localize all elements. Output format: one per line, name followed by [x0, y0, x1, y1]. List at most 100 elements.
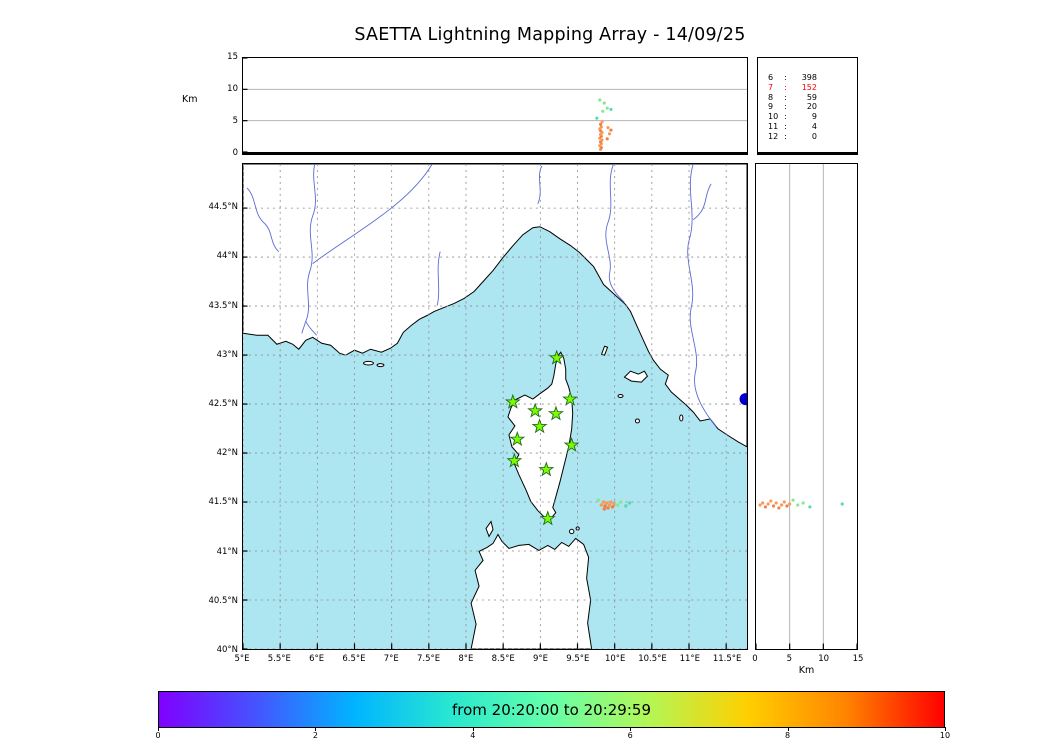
lon-tick-label: 6.5°E: [342, 654, 366, 664]
station-count-scolon: :: [784, 92, 787, 102]
station-count-scount: 152: [801, 82, 817, 92]
lon-tick-label: 11.5°E: [712, 654, 742, 664]
colorbar-tick-label: 10: [939, 731, 951, 740]
lightning-source-point: [609, 128, 613, 132]
station-count-row: 7: 152: [768, 83, 857, 93]
lightning-source-point: [801, 501, 805, 505]
lon-tick-label: 11°E: [679, 654, 700, 664]
station-count-scount: 20: [806, 102, 817, 112]
altitude-tick-label: 0: [752, 654, 758, 664]
lat-tick-label: 42.5°N: [208, 399, 238, 410]
river-var: [436, 251, 441, 306]
giglio-island: [679, 414, 684, 422]
station-count-scolon: :: [784, 73, 787, 82]
corsica-landmass: [507, 351, 574, 520]
altitude-axis-label-right: Km: [798, 665, 815, 676]
station-count-row: 6: 398: [768, 73, 857, 83]
lightning-source-point: [808, 505, 812, 509]
lightning-source-point: [618, 500, 623, 504]
lightning-source-point: [601, 109, 605, 113]
lightning-source-point: [761, 501, 765, 505]
altitude-latitude-plot: [756, 164, 857, 649]
lightning-source-point: [601, 500, 606, 504]
colorbar-tick-mark: [472, 727, 474, 731]
lightning-source-point: [758, 503, 762, 507]
colorbar-tick-label: 0: [155, 731, 161, 740]
colorbar-tick-label: 4: [470, 731, 476, 740]
river-serchio: [537, 165, 543, 205]
lightning-source-point: [615, 503, 620, 507]
river-tiber: [687, 164, 717, 428]
lon-tick-label: 6°E: [309, 654, 325, 664]
lightning-source-point: [602, 101, 606, 105]
station-count-sid: 12: [768, 131, 779, 141]
pianosa-island: [617, 394, 624, 399]
colorbar-tick-mark: [315, 727, 317, 731]
france-italy-landmass: [243, 164, 747, 448]
elba-island: [623, 370, 649, 383]
hyeres-island-2: [376, 363, 385, 368]
lightning-source-point: [612, 502, 616, 506]
lightning-source-point: [598, 122, 603, 126]
station-star: [538, 461, 555, 477]
lightning-source-point: [788, 502, 792, 506]
altitude-tick-label: 5: [786, 654, 793, 664]
colorbar-tick-label: 2: [312, 731, 318, 740]
station-count-scount: 9: [811, 112, 817, 122]
station-count-scount: 4: [811, 121, 817, 131]
station-count-scount: 59: [806, 92, 817, 102]
lightning-source-point: [774, 501, 778, 505]
lat-tick-label: 43.5°N: [208, 300, 238, 311]
asinara-island: [485, 520, 494, 538]
lightning-source-point: [599, 503, 603, 507]
station-count-scolon: :: [784, 82, 787, 92]
station-star: [563, 436, 580, 452]
altitude-longitude-plot: [243, 58, 747, 152]
station-count-sid: 7: [768, 82, 774, 92]
lightning-source-point: [604, 501, 609, 505]
rivers: [246, 164, 717, 428]
lon-tick-label: 5°E: [234, 654, 250, 664]
river-tiber-branch: [692, 183, 712, 221]
lightning-source-point: [607, 503, 612, 507]
station-count-sid: 9: [768, 102, 774, 112]
station-star: [539, 510, 556, 526]
lightning-source-point: [609, 107, 613, 111]
lightning-source-point: [605, 137, 609, 141]
station-count-scolon: :: [784, 102, 787, 112]
station-count-row: 10: 9: [768, 112, 857, 122]
colorbar-time-range-label: from 20:20:00 to 20:29:59: [451, 700, 651, 719]
lightning-source-point: [782, 500, 786, 504]
lon-tick-label: 9°E: [533, 654, 549, 664]
station-count-sid: 10: [768, 112, 779, 122]
lightning-source-point: [600, 120, 604, 124]
colorbar-tick-mark: [945, 727, 946, 731]
altitude-longitude-panel: [242, 57, 748, 155]
colorbar-tick-mark: [630, 727, 632, 731]
lightning-source-point: [763, 505, 767, 509]
station-count-scolon: :: [784, 131, 787, 141]
lat-tick-label: 44°N: [216, 251, 238, 262]
lat-tick-label: 42°N: [216, 448, 238, 459]
station-count-sid: 11: [768, 121, 779, 131]
lightning-source-point: [627, 501, 632, 505]
station-count-sid: 8: [768, 92, 774, 102]
colorbar-tick-label: 8: [785, 731, 791, 740]
river-durance: [312, 164, 433, 264]
station-star: [527, 402, 544, 418]
maddalena-island: [569, 528, 575, 535]
lon-tick-label: 10.5°E: [638, 654, 667, 664]
river-small-west: [246, 187, 280, 252]
station-count-sid: 6: [768, 73, 774, 82]
station-count-row: 11: 4: [768, 122, 857, 132]
station-count-row: 8: 59: [768, 93, 857, 103]
sardinia-landmass: [470, 533, 593, 649]
station-star: [509, 431, 526, 447]
lon-tick-label: 9.5°E: [566, 654, 590, 664]
station-star: [548, 349, 565, 365]
lightning-source-point: [606, 125, 610, 130]
river-rhone-delta: [305, 321, 318, 336]
lightning-source-point: [791, 498, 795, 502]
blue-marker: [739, 393, 747, 406]
lightning-source-point: [624, 504, 628, 508]
